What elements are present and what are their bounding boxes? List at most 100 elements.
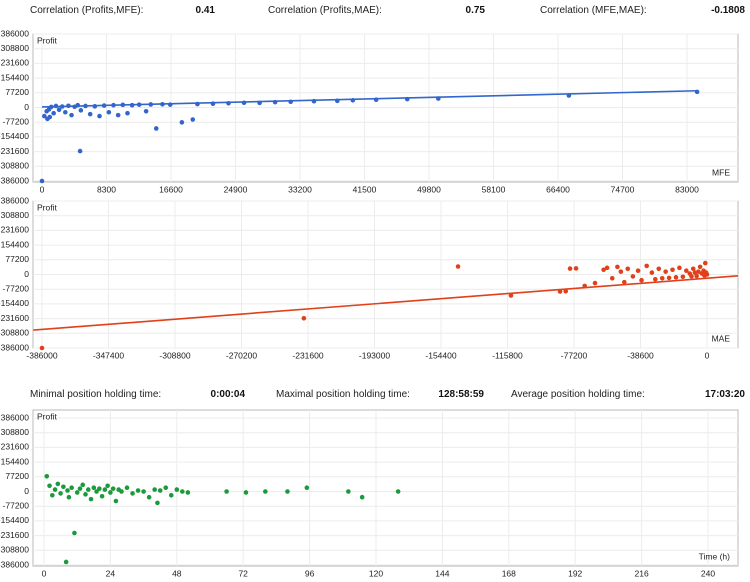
data-point [69,485,74,490]
data-point [630,274,636,279]
data-point [58,491,63,496]
data-point [141,489,146,494]
data-point [609,276,615,281]
x-tick-label: 72 [238,568,248,578]
data-point [241,100,247,106]
data-point [566,93,572,98]
x-tick-label: -77200 [561,350,588,360]
data-point [224,489,229,494]
data-point [148,102,154,107]
data-point [653,276,658,282]
data-point [573,266,579,271]
y-tick-label: 0 [24,269,29,279]
data-point [666,275,672,281]
data-point [404,96,410,102]
x-tick-label: -193000 [359,350,390,360]
data-point [63,559,69,565]
x-tick-label: -115800 [492,350,523,360]
data-point [263,489,268,494]
y-tick-label: 231600 [1,225,30,235]
stat-label: Correlation (Profits,MFE): [30,5,144,16]
data-point [110,486,116,491]
y-tick-label: 0 [24,486,29,496]
data-point [670,267,675,273]
data-point [155,500,160,506]
y-tick-label: 386000 [1,28,30,38]
data-point [129,102,135,108]
x-tick-label: 49800 [417,184,441,194]
data-point [557,289,563,294]
x-tick-label: 66400 [546,184,570,194]
data-point [350,97,356,103]
data-point [167,102,173,107]
data-point [697,264,703,270]
data-point [625,266,631,272]
data-point [694,273,699,279]
data-point [195,101,200,107]
data-point [696,269,701,274]
stat-label: Correlation (MFE,MAE): [540,5,647,16]
x-tick-label: 83000 [675,184,699,194]
data-point [622,279,627,285]
data-point [689,274,694,279]
y-tick-label: 154400 [1,239,30,249]
x-tick-label: 0 [40,184,45,194]
data-point [346,489,351,494]
data-point [601,267,606,273]
stat-label: Minimal position holding time: [30,389,162,400]
data-point [359,494,365,500]
data-point [51,110,56,116]
data-point [285,489,290,494]
data-point [130,491,135,496]
data-point [74,490,80,495]
data-point [152,487,157,492]
stat-value: 0.41 [195,5,215,16]
data-point [567,266,573,271]
y-tick-label: -77200 [3,116,30,126]
stat-value: -0.1808 [711,5,745,16]
data-point [136,102,142,107]
data-point [168,493,174,498]
data-point [301,315,307,321]
x-axis-label: Time (h) [699,551,730,561]
x-tick-label: 16600 [159,184,183,194]
data-point [436,96,441,101]
data-point [52,487,58,492]
data-point [75,102,81,108]
data-point [111,102,116,108]
x-tick-label: 192 [568,568,582,578]
stat-label: Correlation (Profits,MAE): [268,5,382,16]
data-point [87,111,93,117]
data-point [395,489,401,494]
data-point [677,265,682,271]
plot-frame [32,409,739,567]
data-point [72,530,77,536]
data-point [190,117,196,122]
data-point [604,265,610,271]
data-point [53,103,59,109]
y-tick-label: -231600 [0,313,29,323]
data-point [59,104,65,109]
data-point [39,178,45,184]
y-tick-label: 231600 [1,58,30,68]
data-point [83,492,88,497]
data-point [649,270,655,275]
data-point [97,486,102,491]
y-tick-label: 308800 [1,427,30,437]
data-point [66,103,71,109]
x-tick-label: 240 [701,568,715,578]
y-tick-label: -386000 [0,175,29,185]
y-tick-label: -386000 [0,342,29,352]
data-point [78,108,84,113]
data-point [179,120,185,125]
x-tick-label: 58100 [482,184,506,194]
data-point [618,269,624,274]
data-point [61,484,66,490]
data-point [105,483,110,489]
y-tick-label: 77200 [5,471,29,481]
data-point [288,99,293,105]
data-point [85,487,91,492]
x-axis-label: MFE [712,167,730,177]
y-tick-label: 308800 [1,43,30,53]
